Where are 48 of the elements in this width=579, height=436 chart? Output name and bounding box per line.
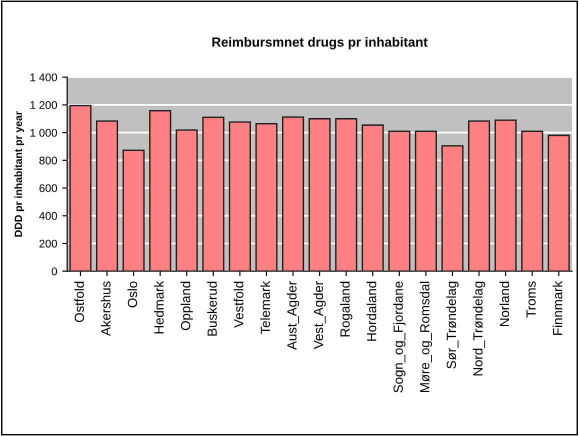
y-tick-label: 800: [39, 156, 58, 164]
y-tick-label: 1 400: [30, 73, 58, 82]
y-tick-label: 0: [52, 267, 58, 276]
bar: [282, 116, 304, 272]
bar: [149, 110, 172, 272]
bar: [308, 118, 331, 272]
y-tick-label: 400: [39, 212, 58, 220]
bar: [521, 130, 544, 272]
x-tick-label: Rogaland: [340, 282, 352, 336]
bar: [122, 150, 145, 272]
x-tick-label: Troms: [526, 281, 536, 318]
y-axis-title: DDD pr inhabitant pr year: [14, 111, 24, 237]
bar: [96, 120, 118, 272]
bar: [414, 130, 437, 272]
bar: [362, 124, 384, 272]
bar: [441, 145, 464, 272]
chart-title: Reimbursmnet drugs pr inhabitant: [212, 37, 428, 50]
x-tick-label: Oslo: [127, 281, 138, 308]
y-tick-label: 1 000: [30, 128, 58, 137]
y-tick-label: 200: [39, 240, 58, 248]
bar: [69, 104, 92, 272]
x-tick-label: Oppland: [180, 282, 193, 330]
bar: [388, 130, 410, 272]
x-tick-label: Vestfold: [234, 282, 244, 328]
x-tick-label: Sogn_og_Fjordane: [393, 281, 406, 393]
bar: [228, 121, 251, 272]
y-tick-label: 600: [39, 184, 58, 192]
y-tick-label: 1 200: [30, 101, 58, 110]
x-tick-label: Nord_Trøndelag: [472, 282, 486, 376]
x-tick-label: Finnmark: [552, 280, 562, 335]
bar: [176, 129, 198, 272]
bar: [202, 116, 224, 272]
x-tick-label: Møre_og_Romsdal: [420, 282, 432, 392]
x-tick-label: Norland: [499, 282, 510, 326]
x-tick-label: Hedmark: [154, 280, 164, 334]
x-tick-label: Aust_Agder: [286, 281, 300, 350]
x-tick-label: Telemark: [260, 280, 270, 334]
x-tick-label: Hordaland: [366, 282, 376, 341]
x-tick-label: Ostfold: [74, 282, 84, 322]
x-tick-label: Vest_Agder: [313, 281, 326, 350]
bar: [255, 123, 278, 272]
bar: [335, 118, 358, 272]
x-tick-label: Sør_Trøndelag: [446, 282, 459, 369]
bar: [468, 120, 490, 272]
bar: [548, 134, 570, 272]
bar: [494, 119, 517, 272]
x-tick-label: Akershus: [100, 281, 111, 336]
x-tick-label: Buskerud: [207, 282, 217, 336]
